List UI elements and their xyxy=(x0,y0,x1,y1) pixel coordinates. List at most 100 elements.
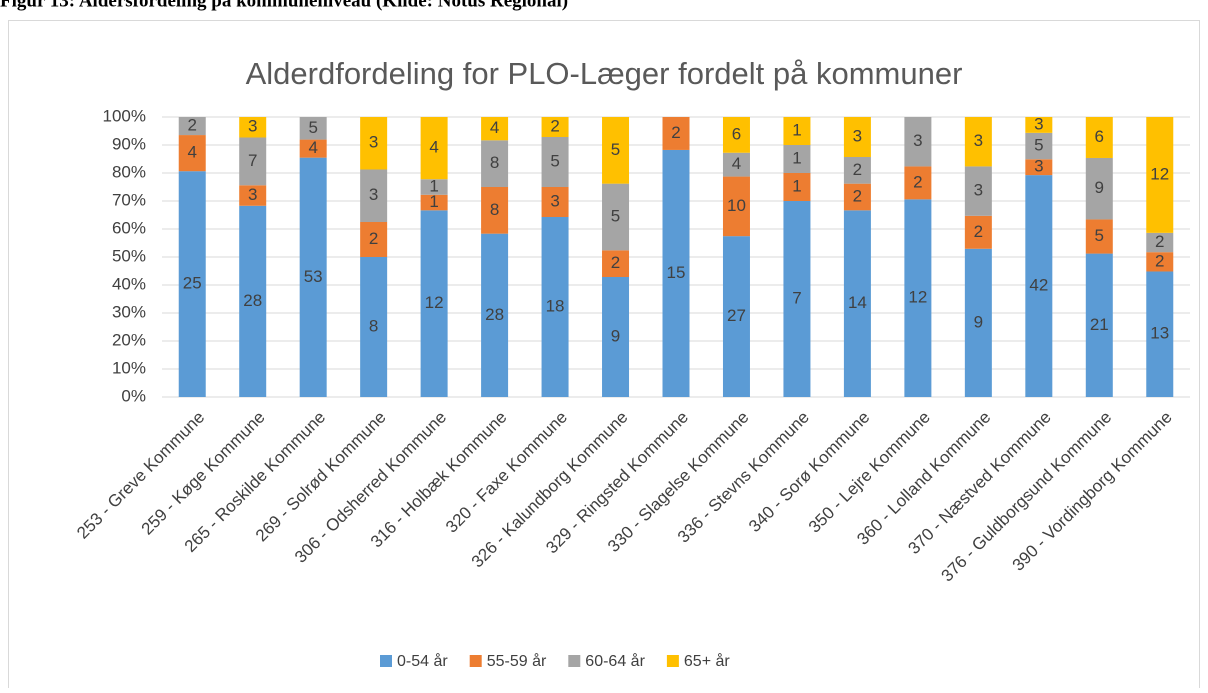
bar-segment xyxy=(299,139,327,158)
bar-segment xyxy=(722,236,750,397)
bar-segment xyxy=(964,117,992,167)
y-tick-label: 50% xyxy=(112,246,146,265)
data-label: 3 xyxy=(248,117,257,136)
bar-segment xyxy=(783,145,811,173)
y-tick-label: 70% xyxy=(112,190,146,209)
data-label: 18 xyxy=(546,296,565,315)
bar-segment xyxy=(1025,159,1053,176)
x-tick-label: 350 - Lejre Kommune xyxy=(805,408,934,537)
bar-segment xyxy=(783,117,811,145)
bar-segment xyxy=(964,166,992,216)
data-label: 5 xyxy=(550,151,559,170)
bar-segment xyxy=(904,117,932,167)
data-label: 3 xyxy=(369,185,378,204)
data-label: 4 xyxy=(732,154,741,173)
data-label: 4 xyxy=(308,138,317,157)
chart-frame xyxy=(8,20,1200,693)
bar-segment xyxy=(481,140,509,187)
bar-segment xyxy=(602,250,630,277)
data-label: 15 xyxy=(667,263,686,282)
bar-segment xyxy=(239,117,267,138)
bar-segment xyxy=(904,166,932,200)
bar-segment xyxy=(1085,157,1113,220)
bar-segment xyxy=(420,194,448,211)
data-label: 5 xyxy=(308,118,317,137)
data-label: 28 xyxy=(243,291,262,310)
data-label: 4 xyxy=(188,143,197,162)
data-label: 4 xyxy=(490,118,499,137)
data-label: 2 xyxy=(550,116,559,135)
bar-segment xyxy=(360,257,388,397)
data-label: 5 xyxy=(1034,136,1043,155)
bar-segment xyxy=(602,117,630,184)
bar-segment xyxy=(360,117,388,170)
data-label: 2 xyxy=(671,123,680,142)
bar-segment xyxy=(602,183,630,251)
y-tick-label: 0% xyxy=(121,386,146,405)
bar-segment xyxy=(178,171,206,397)
bar-segment xyxy=(481,233,509,397)
data-label: 3 xyxy=(913,131,922,150)
bar-segment xyxy=(843,117,871,157)
data-label: 5 xyxy=(611,206,620,225)
data-label: 25 xyxy=(183,274,202,293)
data-label: 3 xyxy=(369,133,378,152)
bar-segment xyxy=(1146,117,1174,233)
bar-segment xyxy=(420,179,448,195)
bar-segment xyxy=(662,149,690,397)
data-label: 1 xyxy=(792,120,801,139)
bar-segment xyxy=(360,222,388,257)
bar-segment xyxy=(1025,117,1053,133)
data-label: 21 xyxy=(1090,315,1109,334)
bar-segment xyxy=(1025,175,1053,397)
legend-label: 60-64 år xyxy=(585,652,645,670)
bar-segment xyxy=(1146,271,1174,397)
y-tick-label: 60% xyxy=(112,218,146,237)
legend-label: 65+ år xyxy=(684,652,730,670)
bar-segment xyxy=(1085,117,1113,158)
data-label: 3 xyxy=(974,131,983,150)
bar-segment xyxy=(360,169,388,222)
bar-segment xyxy=(843,183,871,211)
data-label: 2 xyxy=(1155,232,1164,251)
data-label: 8 xyxy=(490,153,499,172)
data-label: 14 xyxy=(848,293,867,312)
bar-segment xyxy=(178,135,206,172)
y-tick-label: 10% xyxy=(112,358,146,377)
x-tick-label: 340 - Sorø Kommune xyxy=(745,408,873,536)
legend-swatch xyxy=(380,655,392,667)
bar-segment xyxy=(299,117,327,140)
data-label: 12 xyxy=(1150,164,1169,183)
data-label: 1 xyxy=(792,176,801,195)
bar-segment xyxy=(1085,253,1113,397)
data-label: 2 xyxy=(611,253,620,272)
figure-heading: Figur 13: Aldersfordeling på kommunenive… xyxy=(0,0,568,11)
data-label: 27 xyxy=(727,306,746,325)
data-label: 28 xyxy=(485,305,504,324)
data-label: 12 xyxy=(425,293,444,312)
data-label: 6 xyxy=(732,124,741,143)
legend-label: 0-54 år xyxy=(397,652,448,670)
legend-swatch xyxy=(568,655,581,667)
bar-segment xyxy=(541,117,569,137)
data-label: 13 xyxy=(1150,324,1169,343)
data-label: 3 xyxy=(550,191,559,210)
data-label: 1 xyxy=(429,192,438,211)
bar-segment xyxy=(299,157,327,397)
data-label: 2 xyxy=(1155,251,1164,270)
bar-segment xyxy=(239,137,267,186)
bar-segment xyxy=(1085,219,1113,254)
data-label: 3 xyxy=(248,185,257,204)
bar-segment xyxy=(904,199,932,397)
data-label: 3 xyxy=(853,126,862,145)
data-label: 9 xyxy=(1095,178,1104,197)
bar-segment xyxy=(843,210,871,397)
bar-segment xyxy=(964,215,992,249)
bar-segment xyxy=(541,137,569,187)
data-label: 9 xyxy=(974,312,983,331)
bar-segment xyxy=(481,117,509,141)
bar-segment xyxy=(239,185,267,206)
bar-segment xyxy=(783,173,811,201)
data-label: 1 xyxy=(429,176,438,195)
